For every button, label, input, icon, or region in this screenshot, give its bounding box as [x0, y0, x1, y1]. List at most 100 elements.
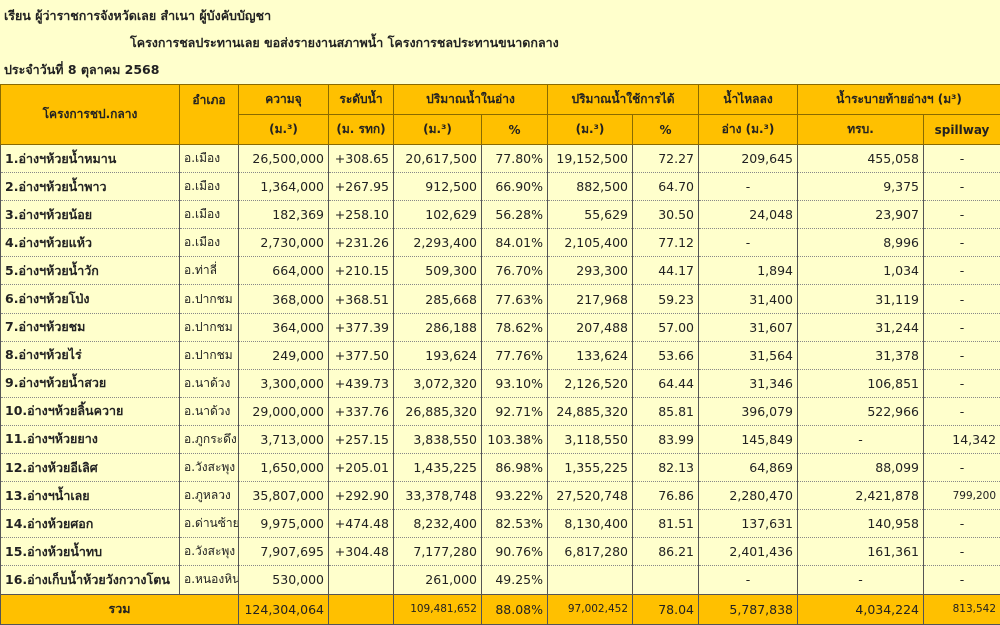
cell-inflow: 2,401,436	[698, 537, 799, 567]
cell-release-spillway: -	[923, 313, 1000, 342]
col-level-unit: (ม. รทก)	[328, 114, 394, 145]
cell-inflow: -	[698, 565, 799, 595]
cell-inflow: 209,645	[698, 144, 799, 174]
cell-storage-pct: 56.28%	[481, 200, 548, 230]
cell-water-level: +308.65	[328, 144, 394, 174]
cell-usable-pct: 53.66	[631, 341, 700, 370]
cell-release-spillway: -	[923, 537, 1000, 567]
cell-project-name: 14.อ่างห้วยศอก	[0, 509, 180, 539]
cell-water-level: +337.76	[328, 397, 394, 426]
cell-usable-pct: 57.00	[631, 313, 700, 342]
cell-storage: 33,378,748	[393, 481, 482, 511]
cell-water-level: +377.39	[328, 313, 394, 342]
cell-release-spillway: 14,342	[923, 425, 1000, 455]
cell-water-level: +205.01	[328, 453, 394, 483]
col-inflow-unit: อ่าง (ม.³)	[698, 114, 799, 145]
cell-release-spillway: -	[923, 369, 1000, 398]
col-district: อำเภอ	[179, 84, 239, 145]
cell-release-rid: 8,996	[797, 228, 925, 258]
cell-storage: 261,000	[393, 565, 482, 595]
cell-release-rid: 106,851	[797, 369, 925, 398]
cell-release-spillway: -	[923, 144, 1000, 174]
total-storage-pct: 88.08%	[481, 593, 548, 625]
cell-storage: 286,188	[393, 313, 482, 342]
cell-capacity: 664,000	[238, 256, 329, 286]
cell-usable-pct: 30.50	[631, 200, 700, 230]
cell-storage-pct: 76.70%	[481, 256, 548, 286]
cell-usable-pct: 86.21	[631, 537, 700, 567]
col-usable-unit: (ม.³)	[547, 114, 633, 145]
cell-storage-pct: 49.25%	[481, 565, 548, 595]
cell-storage: 8,232,400	[393, 509, 482, 539]
cell-release-spillway: -	[923, 172, 1000, 202]
cell-storage-pct: 77.80%	[481, 144, 548, 174]
cell-storage: 3,838,550	[393, 425, 482, 455]
cell-water-level: +439.73	[328, 369, 394, 398]
cell-storage-pct: 93.22%	[481, 481, 548, 511]
total-row: รวม 124,304,064 109,481,652 88.08% 97,00…	[0, 593, 1000, 625]
cell-storage-pct: 90.76%	[481, 537, 548, 567]
cell-project-name: 9.อ่างฯห้วยน้ำสวย	[0, 369, 180, 398]
cell-inflow: 31,607	[698, 313, 799, 342]
cell-storage-pct: 66.90%	[481, 172, 548, 202]
cell-district: อ.เมือง	[179, 144, 239, 174]
cell-capacity: 364,000	[238, 313, 329, 342]
cell-release-rid: 88,099	[797, 453, 925, 483]
cell-storage: 1,435,225	[393, 453, 482, 483]
col-inflow: น้ำไหลลง	[698, 84, 799, 115]
cell-project-name: 5.อ่างฯห้วยน้ำวัก	[0, 256, 180, 286]
cell-usable-pct: 82.13	[631, 453, 700, 483]
cell-inflow: -	[698, 228, 799, 258]
table-row: 10.อ่างฯห้วยลิ้นควาย อ.นาด้วง 29,000,000 +3…	[0, 397, 1000, 426]
cell-project-name: 10.อ่างฯห้วยลิ้นควาย	[0, 397, 180, 426]
cell-inflow: -	[698, 172, 799, 202]
cell-project-name: 7.อ่างฯห้วยชม	[0, 313, 180, 342]
table-row: 11.อ่างฯห้วยยาง อ.ภูกระดึง 3,713,000 +257.1…	[0, 425, 1000, 455]
col-project: โครงการชป.กลาง	[0, 84, 180, 145]
subject-line: โครงการชลประทานเลย ขอส่งรายงานสภาพน้ำ โค…	[130, 35, 559, 50]
total-storage: 109,481,652	[393, 593, 482, 625]
cell-inflow: 31,400	[698, 284, 799, 314]
cell-release-rid: 140,958	[797, 509, 925, 539]
cell-storage-pct: 77.63%	[481, 284, 548, 314]
cell-inflow: 145,849	[698, 425, 799, 455]
cell-usable: 207,488	[547, 313, 633, 342]
cell-district: อ.เมือง	[179, 200, 239, 230]
cell-inflow: 64,869	[698, 453, 799, 483]
cell-project-name: 11.อ่างฯห้วยยาง	[0, 425, 180, 455]
cell-usable: 3,118,550	[547, 425, 633, 455]
cell-inflow: 31,564	[698, 341, 799, 370]
cell-district: อ.นาด้วง	[179, 397, 239, 426]
cell-district: อ.ปากชม	[179, 341, 239, 370]
col-capacity: ความจุ	[238, 84, 329, 115]
cell-district: อ.หนองหิน	[179, 565, 239, 595]
cell-district: อ.วังสะพุง	[179, 453, 239, 483]
cell-usable: 24,885,320	[547, 397, 633, 426]
cell-usable-pct: 77.12	[631, 228, 700, 258]
col-storage-pct: %	[481, 114, 548, 145]
cell-release-spillway: -	[923, 256, 1000, 286]
cell-usable-pct: 59.23	[631, 284, 700, 314]
cell-storage: 102,629	[393, 200, 482, 230]
total-level	[328, 593, 394, 625]
cell-storage: 26,885,320	[393, 397, 482, 426]
table-row: 16.อ่างเก็บน้ำห้วยวังกวางโตน อ.หนองหิน 530…	[0, 565, 1000, 595]
cell-storage: 509,300	[393, 256, 482, 286]
cell-usable: 2,126,520	[547, 369, 633, 398]
cell-release-spillway: -	[923, 453, 1000, 483]
cell-storage: 285,668	[393, 284, 482, 314]
cell-release-rid: 522,966	[797, 397, 925, 426]
cell-usable-pct	[631, 565, 700, 595]
cell-project-name: 1.อ่างฯห้วยน้ำหมาน	[0, 144, 180, 174]
cell-release-rid: -	[797, 425, 925, 455]
cell-capacity: 368,000	[238, 284, 329, 314]
col-capacity-unit: (ม.³)	[238, 114, 329, 145]
cell-inflow: 137,631	[698, 509, 799, 539]
cell-project-name: 6.อ่างฯห้วยโป่ง	[0, 284, 180, 314]
cell-capacity: 249,000	[238, 341, 329, 370]
table-row: 2.อ่างฯห้วยน้ำพาว อ.เมือง 1,364,000 +267.95…	[0, 172, 1000, 202]
total-usable: 97,002,452	[547, 593, 633, 625]
total-usable-pct: 78.04	[631, 593, 700, 625]
cell-project-name: 15.อ่างห้วยน้ำทบ	[0, 537, 180, 567]
cell-capacity: 2,730,000	[238, 228, 329, 258]
